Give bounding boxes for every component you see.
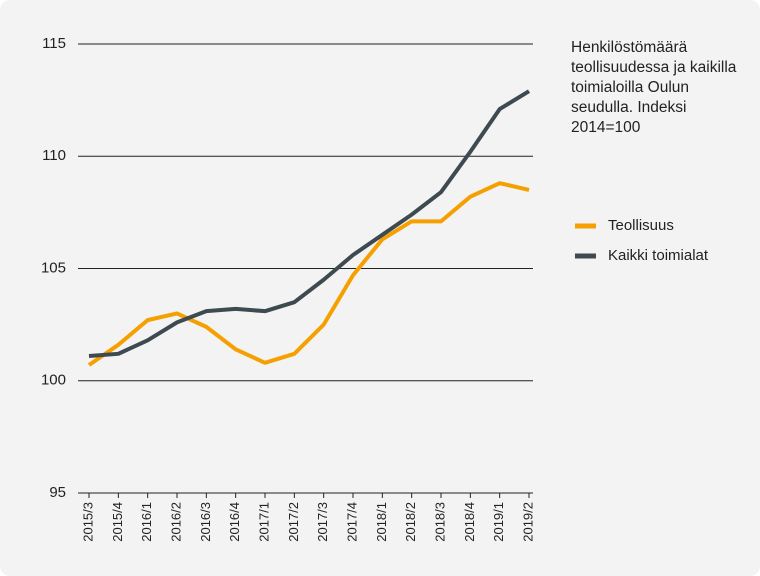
x-tick-label: 2016/4 bbox=[227, 502, 242, 542]
x-tick-label: 2018/4 bbox=[462, 502, 477, 542]
x-tick-label: 2017/2 bbox=[286, 502, 301, 542]
x-tick-label: 2017/3 bbox=[315, 502, 330, 542]
legend-label: Kaikki toimialat bbox=[608, 247, 709, 264]
chart-title: Henkilöstömäärä teollisuudessa ja kaikil… bbox=[571, 39, 737, 136]
x-tick-label: 2019/2 bbox=[520, 502, 535, 542]
y-tick-label: 100 bbox=[41, 372, 66, 389]
series-line bbox=[88, 89, 531, 359]
x-tick-label: 2015/3 bbox=[80, 502, 95, 542]
x-tick-label: 2019/1 bbox=[491, 502, 506, 542]
y-tick-label: 115 bbox=[42, 35, 66, 52]
y-tick-label: 105 bbox=[41, 259, 66, 276]
x-tick-label: 2016/2 bbox=[168, 502, 183, 542]
x-tick-label: 2018/1 bbox=[374, 502, 389, 542]
x-tick-label: 2018/2 bbox=[403, 502, 418, 542]
x-tick-label: 2017/4 bbox=[344, 502, 359, 542]
x-tick-label: 2016/3 bbox=[198, 502, 213, 542]
x-tick-label: 2017/1 bbox=[256, 502, 271, 542]
y-tick-label: 95 bbox=[49, 484, 66, 501]
x-tick-label: 2018/3 bbox=[432, 502, 447, 542]
legend-label: Teollisuus bbox=[608, 217, 674, 234]
series-line bbox=[87, 181, 530, 367]
x-tick-label: 2016/1 bbox=[139, 502, 154, 542]
x-tick-label: 2015/4 bbox=[110, 502, 125, 542]
y-tick-label: 110 bbox=[42, 147, 66, 164]
